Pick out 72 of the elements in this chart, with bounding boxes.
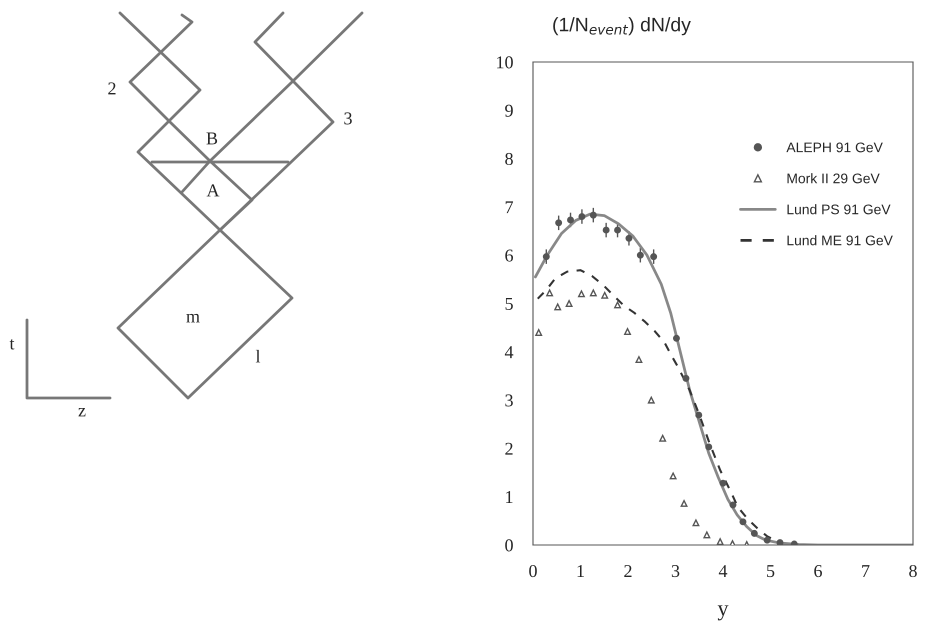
point [776, 539, 784, 545]
y-tick-label: 5 [506, 298, 513, 310]
point [670, 472, 677, 480]
point [739, 518, 746, 526]
point [624, 328, 631, 335]
text: 3 [344, 112, 352, 125]
y-tick-label: 2 [505, 442, 513, 455]
point [635, 356, 642, 363]
point [578, 213, 586, 220]
point [614, 226, 622, 234]
x-tick-label: 7 [862, 565, 870, 577]
y-tick-label: 1 [506, 491, 512, 503]
point [567, 216, 574, 224]
point [692, 519, 700, 526]
x-tick-label: 5 [767, 565, 774, 578]
point [659, 434, 666, 442]
point [682, 374, 690, 382]
point [650, 253, 658, 260]
point [578, 290, 585, 298]
legend-label: Lund ME 91 GeV [788, 235, 893, 246]
x-tick-label: 8 [909, 564, 917, 578]
x-tick-label: 0 [529, 564, 537, 578]
point [554, 303, 562, 310]
point [636, 252, 644, 259]
point [750, 530, 758, 537]
y-tick-label: 3 [505, 394, 513, 407]
y-axis-title: (1/N$_{event}$) dN/dy [553, 17, 691, 36]
point [680, 500, 688, 507]
text: B [206, 132, 218, 144]
legend-label: ALEPH 91 GeV [786, 142, 883, 152]
point [695, 412, 702, 419]
point [705, 443, 712, 450]
y-tick-label: 6 [505, 250, 514, 262]
point [542, 253, 550, 260]
text: l [256, 350, 260, 362]
point [648, 396, 655, 404]
point [602, 226, 610, 234]
point [729, 540, 736, 545]
x-tick-label: 1 [578, 565, 584, 577]
legend-label: Lund PS 91 GeV [788, 204, 891, 214]
point [555, 219, 562, 226]
point [590, 212, 597, 219]
x-tick-label: 3 [672, 565, 680, 578]
x-axis-title: y [718, 605, 728, 620]
y-tick-label: 8 [505, 152, 513, 166]
x-tick-label: 6 [814, 565, 822, 578]
text: t [10, 339, 14, 350]
y-tick-label: 0 [505, 539, 513, 552]
y-tick-label: 7 [506, 201, 514, 214]
text: A [206, 184, 220, 196]
point [625, 234, 632, 242]
y-tick-label: 9 [505, 104, 513, 117]
point [535, 329, 542, 336]
point [614, 301, 622, 308]
x-tick-label: 2 [624, 565, 632, 577]
point [601, 292, 608, 299]
x-tick-label: 4 [718, 565, 728, 577]
point [716, 538, 724, 545]
point [590, 289, 597, 296]
point [672, 334, 680, 342]
point [720, 480, 726, 487]
legend-label: Mork II 29 GeV [788, 173, 880, 184]
text: m [186, 314, 200, 322]
point [764, 536, 771, 544]
y-tick-label: 4 [504, 346, 514, 358]
point [730, 501, 736, 508]
text: 2 [108, 82, 116, 94]
y-tick-label: 10 [497, 56, 513, 68]
point [703, 531, 710, 538]
point [546, 289, 554, 296]
text: z [78, 408, 86, 416]
point [566, 300, 573, 307]
